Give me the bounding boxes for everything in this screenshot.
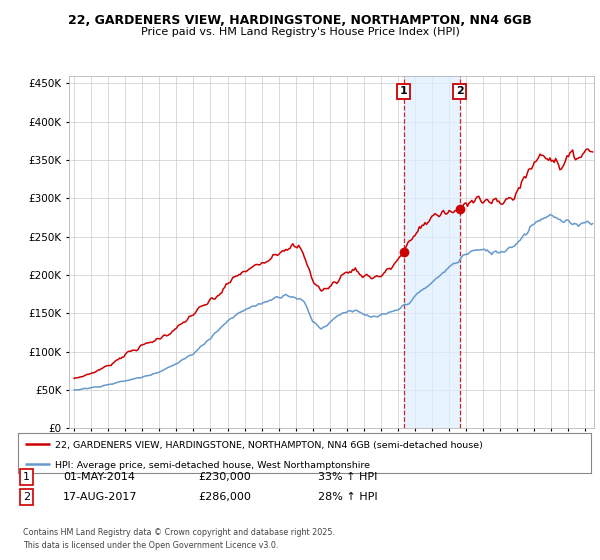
Text: £286,000: £286,000 [198, 492, 251, 502]
Bar [404, 76, 460, 428]
Text: 1: 1 [23, 472, 30, 482]
Text: 01-MAY-2014: 01-MAY-2014 [63, 472, 135, 482]
Text: 1: 1 [400, 86, 407, 96]
Text: 28% ↑ HPI: 28% ↑ HPI [318, 492, 377, 502]
Text: 17-AUG-2017: 17-AUG-2017 [63, 492, 137, 502]
Text: HPI: Average price, semi-detached house, West Northamptonshire: HPI: Average price, semi-detached house,… [55, 461, 370, 470]
Text: 33% ↑ HPI: 33% ↑ HPI [318, 472, 377, 482]
Text: Price paid vs. HM Land Registry's House Price Index (HPI): Price paid vs. HM Land Registry's House … [140, 27, 460, 37]
Text: £230,000: £230,000 [198, 472, 251, 482]
Text: 2: 2 [456, 86, 464, 96]
Text: 2: 2 [23, 492, 30, 502]
Text: Contains HM Land Registry data © Crown copyright and database right 2025.
This d: Contains HM Land Registry data © Crown c… [23, 528, 335, 550]
Text: 22, GARDENERS VIEW, HARDINGSTONE, NORTHAMPTON, NN4 6GB (semi-detached house): 22, GARDENERS VIEW, HARDINGSTONE, NORTHA… [55, 441, 483, 450]
Text: 22, GARDENERS VIEW, HARDINGSTONE, NORTHAMPTON, NN4 6GB: 22, GARDENERS VIEW, HARDINGSTONE, NORTHA… [68, 14, 532, 27]
